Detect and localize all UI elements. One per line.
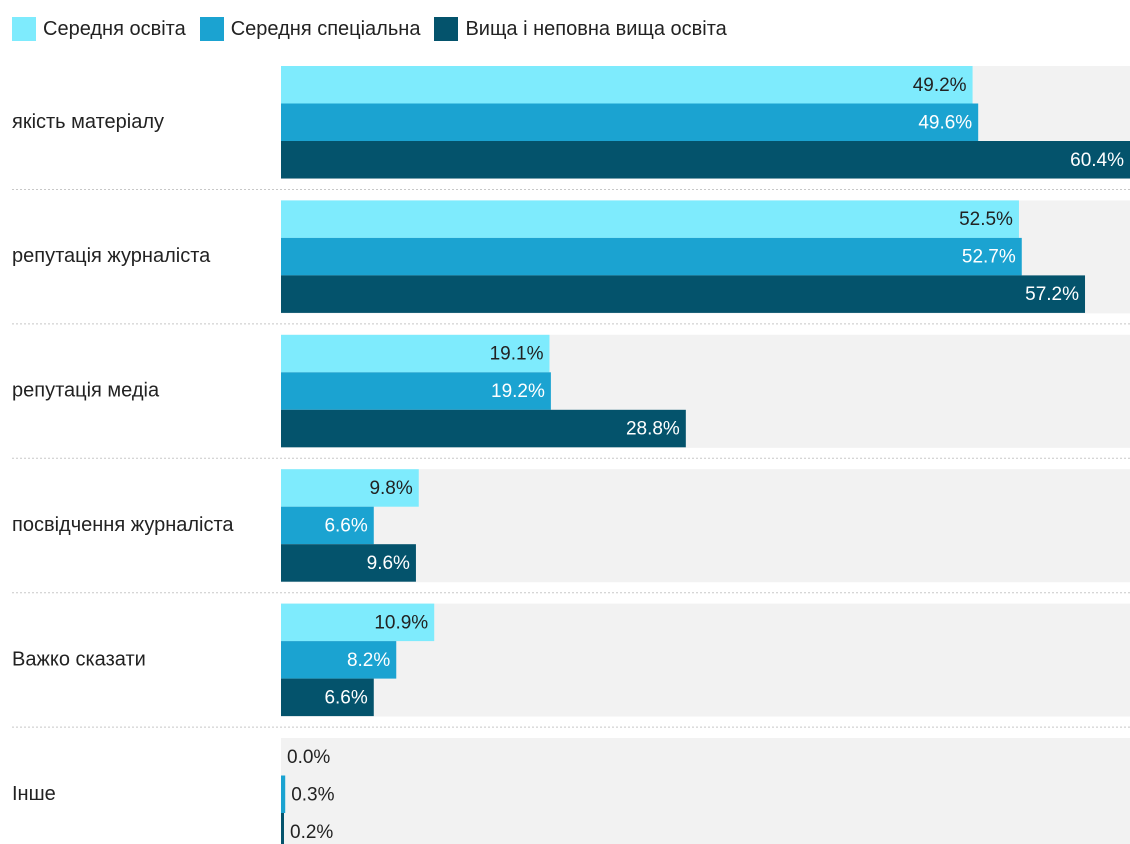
category-label: посвідчення журналіста [12,514,234,536]
data-label: 49.6% [918,112,972,133]
data-label: 28.8% [626,419,680,440]
data-label: 8.2% [347,650,390,671]
bar [281,103,979,141]
legend-swatch [12,17,36,41]
bar [281,275,1086,313]
bar [281,813,284,844]
category-label: Інше [12,783,56,805]
data-label: 0.3% [291,784,334,805]
bar [281,372,551,410]
legend: Середня освіта Середня спеціальна Вища і… [12,14,741,44]
data-label: 49.2% [913,75,967,96]
bar-track [281,738,1130,844]
data-label: 6.6% [324,515,367,536]
bar-track [281,469,1130,583]
bar [281,409,686,448]
data-label: 0.2% [290,822,333,843]
category-label: якість матеріалу [12,111,164,133]
data-label: 19.1% [490,344,544,365]
category-label: репутація журналіста [12,245,211,267]
bar [281,66,973,104]
data-label: 60.4% [1070,150,1124,171]
bar [281,200,1019,238]
data-label: 10.9% [374,612,428,633]
bar [281,334,550,373]
legend-swatch [434,17,459,41]
legend-item: Середня спеціальна [199,17,421,41]
bar [281,641,397,679]
data-label: 52.5% [959,209,1013,230]
legend-swatch [199,17,224,41]
data-label: 0.0% [287,747,330,768]
bar [281,469,419,507]
legend-label: Середня спеціальна [230,17,421,40]
data-label: 9.8% [369,478,412,499]
legend-item: Середня освіта [12,17,186,41]
bar [281,678,374,717]
bar [281,141,1130,179]
bar [281,544,416,582]
data-label: 9.6% [367,553,410,574]
legend-label: Середня освіта [43,17,186,40]
bar [281,506,374,545]
category-label: Важко сказати [12,648,146,670]
bar [281,603,435,642]
legend-item: Вища і неповна вища освіта [434,17,727,41]
data-label: 57.2% [1025,284,1079,305]
category-label: репутація медіа [12,380,160,402]
bar [281,237,1022,276]
data-label: 19.2% [491,381,545,402]
bar [281,775,286,813]
data-label: 52.7% [962,247,1016,268]
legend-label: Вища і неповна вища освіта [465,17,727,40]
data-label: 6.6% [324,687,367,708]
